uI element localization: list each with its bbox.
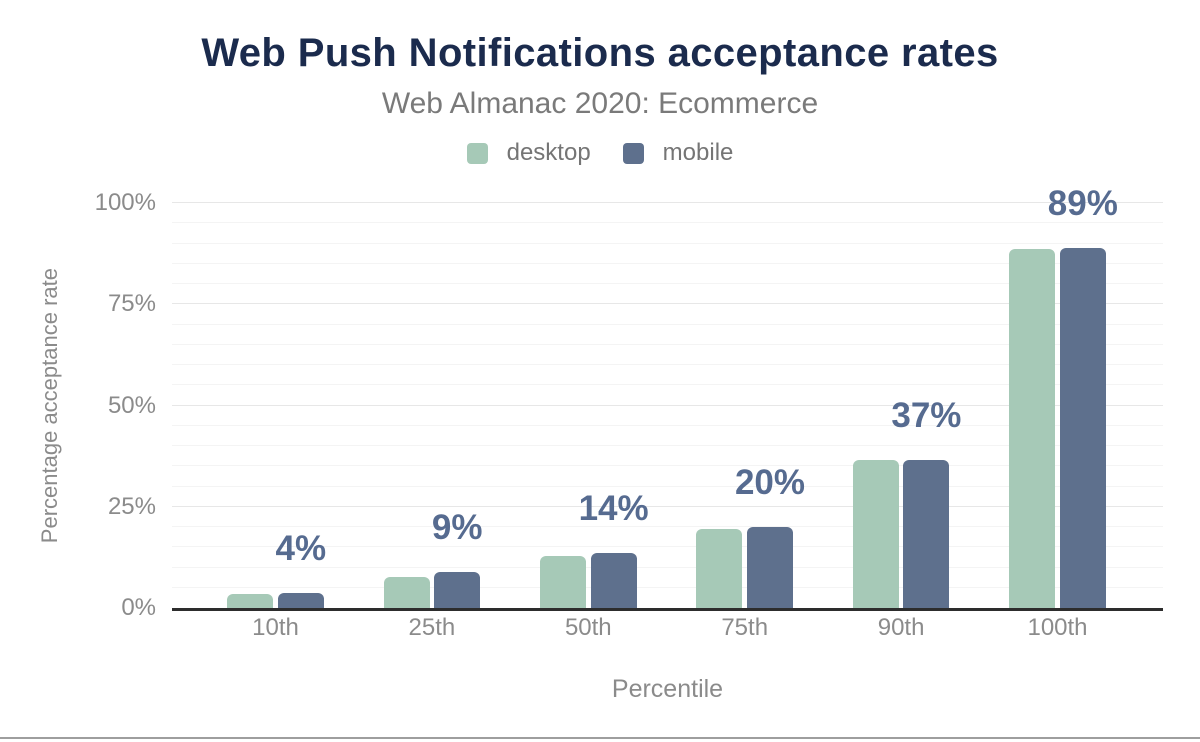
bar-mobile-50th[interactable]: [590, 552, 637, 608]
gridline-minor: [172, 566, 1163, 568]
y-tick-label: 25%: [107, 492, 156, 520]
x-axis-title: Percentile: [611, 675, 724, 703]
gridline-minor: [172, 546, 1163, 548]
legend-item-desktop[interactable]: desktop: [466, 139, 591, 166]
chart-subtitle: Web Almanac 2020: Ecommerce: [381, 87, 819, 120]
gridline-minor: [172, 283, 1163, 284]
x-tick-label-50th: 50th: [564, 614, 612, 641]
gridline-minor: [172, 343, 1163, 345]
x-tick-label-25th: 25th: [408, 614, 456, 641]
x-tick-label-75th: 75th: [721, 614, 769, 641]
gridline-major: [172, 303, 1163, 305]
legend-item-mobile[interactable]: mobile: [622, 139, 734, 166]
legend-label: desktop: [506, 139, 591, 166]
bar-desktop-90th[interactable]: [852, 460, 899, 608]
y-tick-label: 0%: [121, 594, 156, 621]
value-label-10th: 4%: [275, 528, 327, 568]
value-label-90th: 37%: [891, 395, 962, 435]
value-label-75th: 20%: [734, 463, 806, 502]
gridline-minor: [172, 424, 1163, 426]
x-tick-label-90th: 90th: [877, 614, 925, 641]
gridline-major: [172, 202, 1163, 203]
gridline-minor: [172, 222, 1163, 224]
bar-mobile-75th[interactable]: [747, 527, 793, 608]
value-label-25th: 9%: [431, 507, 483, 547]
gridline-minor: [172, 526, 1163, 527]
gridline-minor: [172, 485, 1163, 487]
y-tick-label: 75%: [107, 290, 156, 318]
bar-mobile-100th[interactable]: [1059, 247, 1106, 608]
gridline-minor: [172, 262, 1163, 264]
y-axis-ticks: 0% 25% 50% 75% 100%: [60, 191, 156, 620]
plot-area: 4% 9% 14% 20% 37% 89%: [172, 186, 1163, 611]
legend-swatch-desktop: [466, 142, 488, 164]
bar-mobile-25th[interactable]: [434, 571, 481, 608]
bar-desktop-25th[interactable]: [383, 576, 430, 608]
bar-desktop-75th[interactable]: [696, 529, 743, 608]
x-tick-label-100th: 100th: [1027, 614, 1088, 641]
gridline-minor: [172, 364, 1163, 365]
gridline-major: [172, 404, 1163, 406]
gridline-minor: [172, 242, 1163, 244]
value-label-100th: 89%: [1047, 183, 1118, 223]
bottom-divider: [0, 737, 1200, 739]
gridline-minor: [172, 465, 1163, 467]
gridline-major: [172, 505, 1163, 507]
value-label-50th: 14%: [578, 488, 649, 528]
x-tick-label-10th: 10th: [252, 614, 299, 641]
legend-label: mobile: [662, 139, 734, 166]
legend: desktop mobile: [0, 141, 1200, 165]
gridline-minor: [172, 586, 1163, 588]
chart-title: Web Push Notifications acceptance rates: [201, 31, 999, 75]
bar-desktop-50th[interactable]: [540, 555, 586, 608]
y-tick-label: 50%: [107, 391, 156, 419]
gridline-minor: [172, 323, 1163, 325]
gridline-minor: [172, 384, 1163, 386]
legend-swatch-mobile: [622, 142, 644, 164]
bar-mobile-90th[interactable]: [903, 459, 950, 608]
bar-desktop-100th[interactable]: [1009, 249, 1056, 608]
bar-desktop-10th[interactable]: [227, 593, 274, 608]
bar-mobile-10th[interactable]: [277, 592, 324, 608]
x-axis-ticks: 10th 25th 50th 75th 90th 100th: [172, 614, 1163, 643]
y-tick-label: 100%: [94, 189, 156, 216]
gridline-minor: [172, 445, 1163, 446]
